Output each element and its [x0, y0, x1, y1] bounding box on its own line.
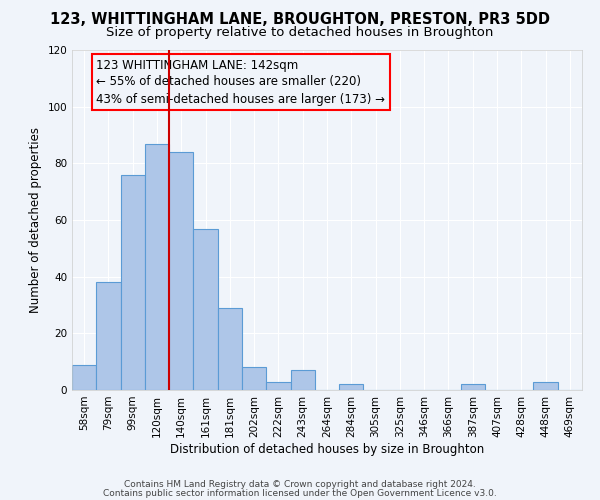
Text: 123 WHITTINGHAM LANE: 142sqm
← 55% of detached houses are smaller (220)
43% of s: 123 WHITTINGHAM LANE: 142sqm ← 55% of de…: [96, 58, 385, 106]
Bar: [72, 364, 96, 390]
X-axis label: Distribution of detached houses by size in Broughton: Distribution of detached houses by size …: [170, 442, 484, 456]
Text: Contains public sector information licensed under the Open Government Licence v3: Contains public sector information licen…: [103, 488, 497, 498]
Bar: [461, 384, 485, 390]
Text: Size of property relative to detached houses in Broughton: Size of property relative to detached ho…: [106, 26, 494, 39]
Y-axis label: Number of detached properties: Number of detached properties: [29, 127, 42, 313]
Bar: [218, 308, 242, 390]
Bar: [121, 174, 145, 390]
Bar: [145, 144, 169, 390]
Bar: [193, 228, 218, 390]
Bar: [266, 382, 290, 390]
Text: 123, WHITTINGHAM LANE, BROUGHTON, PRESTON, PR3 5DD: 123, WHITTINGHAM LANE, BROUGHTON, PRESTO…: [50, 12, 550, 28]
Bar: [339, 384, 364, 390]
Bar: [96, 282, 121, 390]
Bar: [242, 368, 266, 390]
Text: Contains HM Land Registry data © Crown copyright and database right 2024.: Contains HM Land Registry data © Crown c…: [124, 480, 476, 489]
Bar: [290, 370, 315, 390]
Bar: [169, 152, 193, 390]
Bar: [533, 382, 558, 390]
